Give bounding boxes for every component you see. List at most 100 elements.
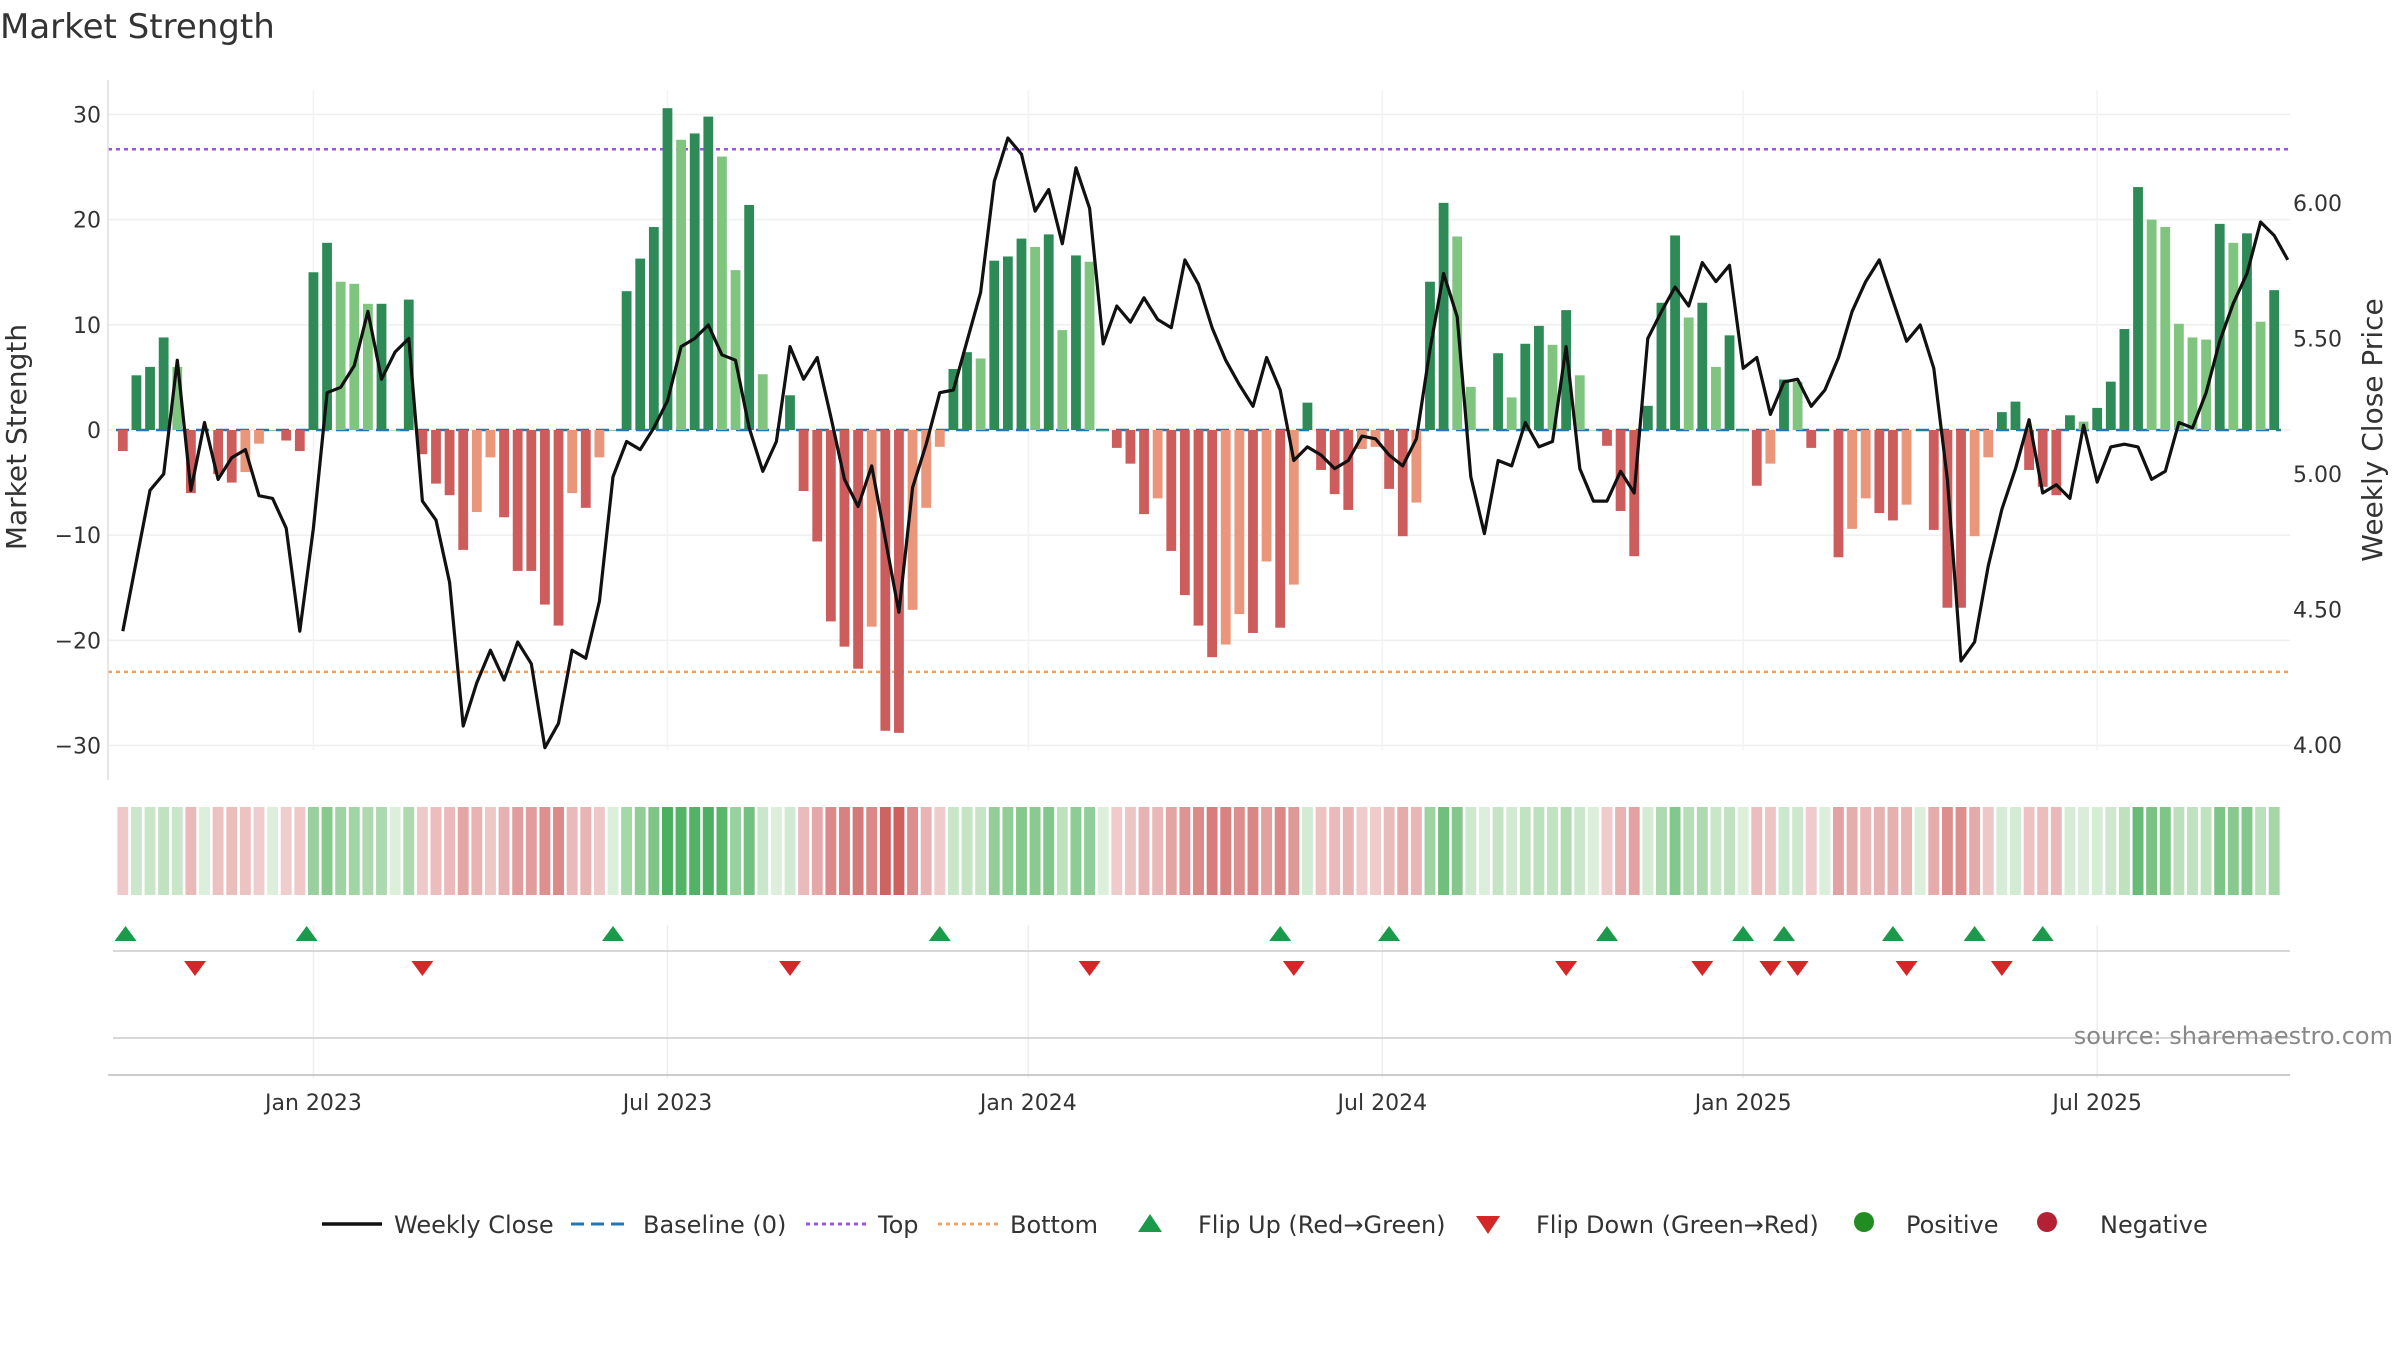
heat-cell-shade xyxy=(1043,807,1055,895)
x-tick-label: Jan 2025 xyxy=(1693,1091,1792,1116)
legend-negative: Negative xyxy=(2037,1211,2208,1239)
strength-bar xyxy=(553,430,564,626)
legend-positive: Positive xyxy=(1854,1211,1999,1239)
strength-bar xyxy=(2133,187,2143,430)
heat-cell xyxy=(253,807,265,895)
strength-bar xyxy=(1874,430,1885,514)
heat-cell xyxy=(852,807,864,895)
heat-cell-shade xyxy=(621,807,633,895)
legend-label: Bottom xyxy=(1010,1211,1098,1239)
heat-cell xyxy=(1574,807,1586,895)
heat-cell-shade xyxy=(362,807,374,895)
heat-cell xyxy=(1043,807,1055,895)
heat-cell xyxy=(1778,807,1790,895)
chart-title: Market Strength xyxy=(0,7,275,47)
strength-bar xyxy=(1860,430,1871,499)
y-tick-left-label: −20 xyxy=(55,629,101,654)
legend-flip-down: Flip Down (Green→Red) xyxy=(1476,1211,1819,1239)
flip-down-marker xyxy=(779,961,802,976)
heat-cell xyxy=(1710,807,1722,895)
strength-bar xyxy=(2092,407,2103,430)
heat-cell xyxy=(2255,807,2267,895)
heat-cell xyxy=(2105,807,2117,895)
heat-cell xyxy=(1165,807,1177,895)
heat-cell xyxy=(1846,807,1858,895)
strength-bar xyxy=(1996,412,2007,430)
heat-cell-shade xyxy=(702,807,714,895)
heat-cell xyxy=(2241,807,2253,895)
y-tick-right-label: 4.00 xyxy=(2293,734,2342,759)
legend-swatch xyxy=(1476,1216,1500,1234)
strength-bar xyxy=(621,291,632,430)
strength-bar xyxy=(2037,430,2048,487)
strength-bar xyxy=(2024,430,2034,470)
heat-cell xyxy=(593,807,605,895)
flip-up-marker xyxy=(1881,926,1904,941)
heat-cell xyxy=(144,807,156,895)
strength-bar xyxy=(1057,330,1068,430)
strength-bar xyxy=(1547,344,1558,430)
heat-cell-shade xyxy=(1002,807,1014,895)
heat-cell-shade xyxy=(1029,807,1041,895)
heat-cell xyxy=(1424,807,1436,895)
strength-bar xyxy=(2255,321,2266,430)
strength-bar xyxy=(1956,430,1966,608)
heat-cell xyxy=(879,807,891,895)
heat-cell xyxy=(1901,807,1912,895)
strength-bar xyxy=(1561,310,1572,430)
legend-swatch xyxy=(2037,1212,2057,1232)
x-tick-label: Jan 2024 xyxy=(978,1091,1077,1116)
legend-label: Top xyxy=(877,1211,919,1239)
strength-bar xyxy=(485,430,496,458)
heat-cell xyxy=(553,807,564,895)
strength-bar xyxy=(2214,223,2225,430)
strength-bar xyxy=(1588,430,1599,431)
strength-bar xyxy=(866,430,877,627)
x-tick-label: Jan 2023 xyxy=(263,1091,362,1116)
heat-cell xyxy=(444,807,456,895)
strength-bar xyxy=(1397,430,1408,537)
heat-cell-shade xyxy=(2214,807,2226,895)
flip-up-marker xyxy=(1732,926,1755,941)
strength-bar xyxy=(1261,430,1272,562)
heat-cell xyxy=(1247,807,1259,895)
strength-bar xyxy=(825,430,836,622)
x-tick-label: Jul 2025 xyxy=(2050,1091,2142,1116)
heat-cell xyxy=(1329,807,1341,895)
heat-cell-shade xyxy=(403,807,415,895)
heat-cell xyxy=(2159,807,2171,895)
strength-bar xyxy=(1683,317,1694,430)
flip-down-marker xyxy=(1895,961,1918,976)
strength-bar xyxy=(145,366,155,430)
source-annotation: source: sharemaestro.com xyxy=(2074,1022,2393,1050)
strength-bar xyxy=(131,375,142,430)
strength-bar xyxy=(1084,261,1095,430)
heat-cell xyxy=(1914,807,1926,895)
heat-cell xyxy=(1016,807,1027,895)
heat-cell-shade xyxy=(689,807,701,895)
strength-bar xyxy=(2065,415,2075,430)
heat-cell xyxy=(362,807,374,895)
legend-label: Weekly Close xyxy=(394,1211,554,1239)
heat-cell xyxy=(1410,807,1422,895)
strength-bar xyxy=(1738,430,1749,431)
heat-cell xyxy=(2227,807,2239,895)
strength-bar xyxy=(567,430,578,494)
strength-bar xyxy=(417,430,428,455)
legend-flip-up: Flip Up (Red→Green) xyxy=(1138,1211,1446,1239)
heat-cell xyxy=(1751,807,1763,895)
flip-down-marker xyxy=(411,961,434,976)
strength-bar xyxy=(2146,219,2157,430)
strength-bar xyxy=(281,430,292,441)
strength-bar xyxy=(322,242,332,430)
strength-bar xyxy=(1724,335,1735,430)
strength-bar xyxy=(2119,329,2130,430)
heat-cell xyxy=(539,807,551,895)
flip-down-marker xyxy=(1078,961,1101,976)
strength-bar xyxy=(294,430,305,452)
heat-cell xyxy=(621,807,633,895)
strength-bar xyxy=(975,358,986,430)
heat-cell xyxy=(580,807,592,895)
heat-cell xyxy=(907,807,919,895)
strength-bar xyxy=(363,303,373,430)
